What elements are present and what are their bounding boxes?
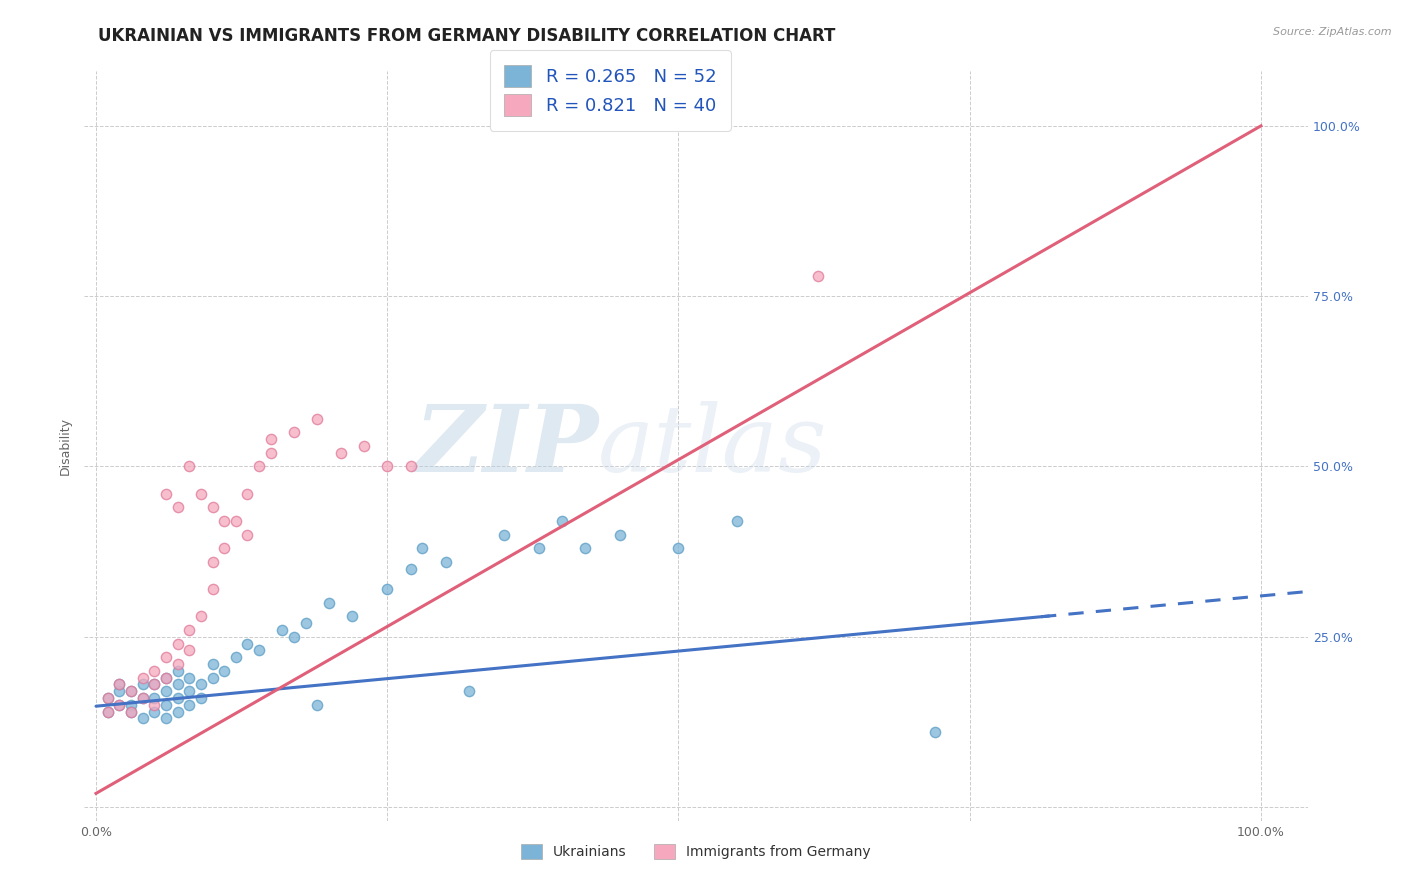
Point bbox=[457, 684, 479, 698]
Point bbox=[131, 691, 153, 706]
Point bbox=[120, 684, 142, 698]
Point bbox=[166, 664, 188, 678]
Point bbox=[108, 677, 131, 691]
Text: ZIP: ZIP bbox=[413, 401, 598, 491]
Point bbox=[97, 691, 120, 706]
Point bbox=[201, 555, 224, 569]
Point bbox=[668, 541, 690, 556]
Point bbox=[225, 650, 247, 665]
Point bbox=[924, 725, 946, 739]
Point bbox=[179, 684, 201, 698]
Point bbox=[120, 705, 142, 719]
Point bbox=[131, 691, 153, 706]
Point bbox=[179, 623, 201, 637]
Point bbox=[201, 671, 224, 685]
Point bbox=[260, 432, 283, 446]
Point bbox=[551, 514, 574, 528]
Point bbox=[179, 643, 201, 657]
Point bbox=[399, 561, 422, 575]
Point bbox=[155, 698, 177, 712]
Point bbox=[166, 500, 188, 515]
Point bbox=[143, 691, 166, 706]
Point bbox=[225, 514, 247, 528]
Point bbox=[236, 527, 259, 541]
Point bbox=[166, 636, 188, 650]
Point bbox=[97, 705, 120, 719]
Point bbox=[492, 527, 515, 541]
Point bbox=[212, 664, 235, 678]
Point bbox=[283, 425, 305, 440]
Point bbox=[97, 705, 120, 719]
Point bbox=[201, 657, 224, 671]
Legend: Ukrainians, Immigrants from Germany: Ukrainians, Immigrants from Germany bbox=[515, 838, 877, 866]
Point bbox=[97, 691, 120, 706]
Point bbox=[155, 650, 177, 665]
Point bbox=[247, 643, 270, 657]
Point bbox=[353, 439, 375, 453]
Point bbox=[307, 411, 329, 425]
Point bbox=[143, 677, 166, 691]
Point bbox=[120, 705, 142, 719]
Point bbox=[294, 616, 316, 631]
Point bbox=[131, 671, 153, 685]
Point bbox=[108, 684, 131, 698]
Point bbox=[271, 623, 294, 637]
Point bbox=[131, 677, 153, 691]
Point bbox=[179, 459, 201, 474]
Point bbox=[166, 657, 188, 671]
Point bbox=[725, 514, 748, 528]
Point bbox=[190, 691, 212, 706]
Point bbox=[131, 711, 153, 725]
Point bbox=[120, 698, 142, 712]
Point bbox=[318, 596, 340, 610]
Point bbox=[283, 630, 305, 644]
Point bbox=[155, 671, 177, 685]
Point bbox=[190, 609, 212, 624]
Point bbox=[247, 459, 270, 474]
Point bbox=[342, 609, 364, 624]
Point bbox=[609, 527, 631, 541]
Point bbox=[236, 486, 259, 500]
Point bbox=[212, 514, 235, 528]
Point bbox=[329, 446, 352, 460]
Point bbox=[201, 500, 224, 515]
Point bbox=[399, 459, 422, 474]
Point bbox=[143, 698, 166, 712]
Point bbox=[807, 268, 830, 283]
Point bbox=[260, 446, 283, 460]
Point bbox=[155, 711, 177, 725]
Point bbox=[190, 486, 212, 500]
Point bbox=[120, 684, 142, 698]
Point bbox=[143, 677, 166, 691]
Text: atlas: atlas bbox=[598, 401, 828, 491]
Point bbox=[236, 636, 259, 650]
Point bbox=[411, 541, 433, 556]
Point bbox=[155, 671, 177, 685]
Point bbox=[179, 698, 201, 712]
Point bbox=[143, 664, 166, 678]
Text: Source: ZipAtlas.com: Source: ZipAtlas.com bbox=[1274, 27, 1392, 37]
Point bbox=[190, 677, 212, 691]
Point bbox=[434, 555, 457, 569]
Point bbox=[574, 541, 596, 556]
Text: UKRAINIAN VS IMMIGRANTS FROM GERMANY DISABILITY CORRELATION CHART: UKRAINIAN VS IMMIGRANTS FROM GERMANY DIS… bbox=[98, 27, 835, 45]
Point bbox=[375, 459, 398, 474]
Point bbox=[155, 684, 177, 698]
Point bbox=[201, 582, 224, 596]
Point bbox=[108, 698, 131, 712]
Point bbox=[155, 486, 177, 500]
Point bbox=[108, 677, 131, 691]
Point bbox=[307, 698, 329, 712]
Y-axis label: Disability: Disability bbox=[59, 417, 72, 475]
Point bbox=[166, 677, 188, 691]
Point bbox=[108, 698, 131, 712]
Point bbox=[166, 691, 188, 706]
Point bbox=[179, 671, 201, 685]
Point bbox=[527, 541, 550, 556]
Point bbox=[212, 541, 235, 556]
Point bbox=[143, 705, 166, 719]
Point bbox=[166, 705, 188, 719]
Point bbox=[375, 582, 398, 596]
